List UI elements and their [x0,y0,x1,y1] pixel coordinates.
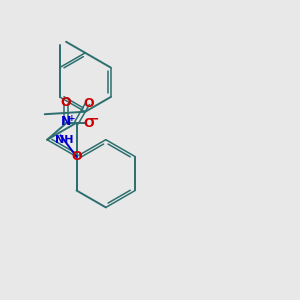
Text: N: N [61,115,71,128]
Text: O: O [83,117,94,130]
Text: −: − [89,113,99,126]
Text: NH: NH [56,136,74,146]
Text: O: O [61,96,71,109]
Text: +: + [68,113,75,122]
Text: O: O [71,150,82,163]
Text: O: O [84,97,94,110]
